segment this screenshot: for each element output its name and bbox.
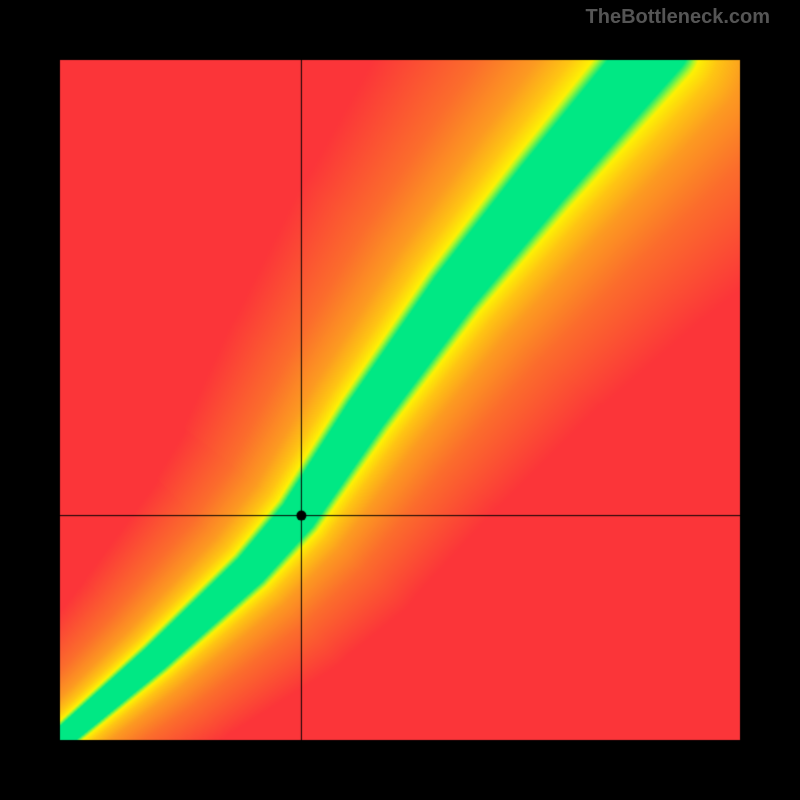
attribution-text: TheBottleneck.com: [586, 6, 770, 29]
chart-container: TheBottleneck.com: [0, 0, 800, 800]
bottleneck-heatmap: [0, 0, 800, 800]
